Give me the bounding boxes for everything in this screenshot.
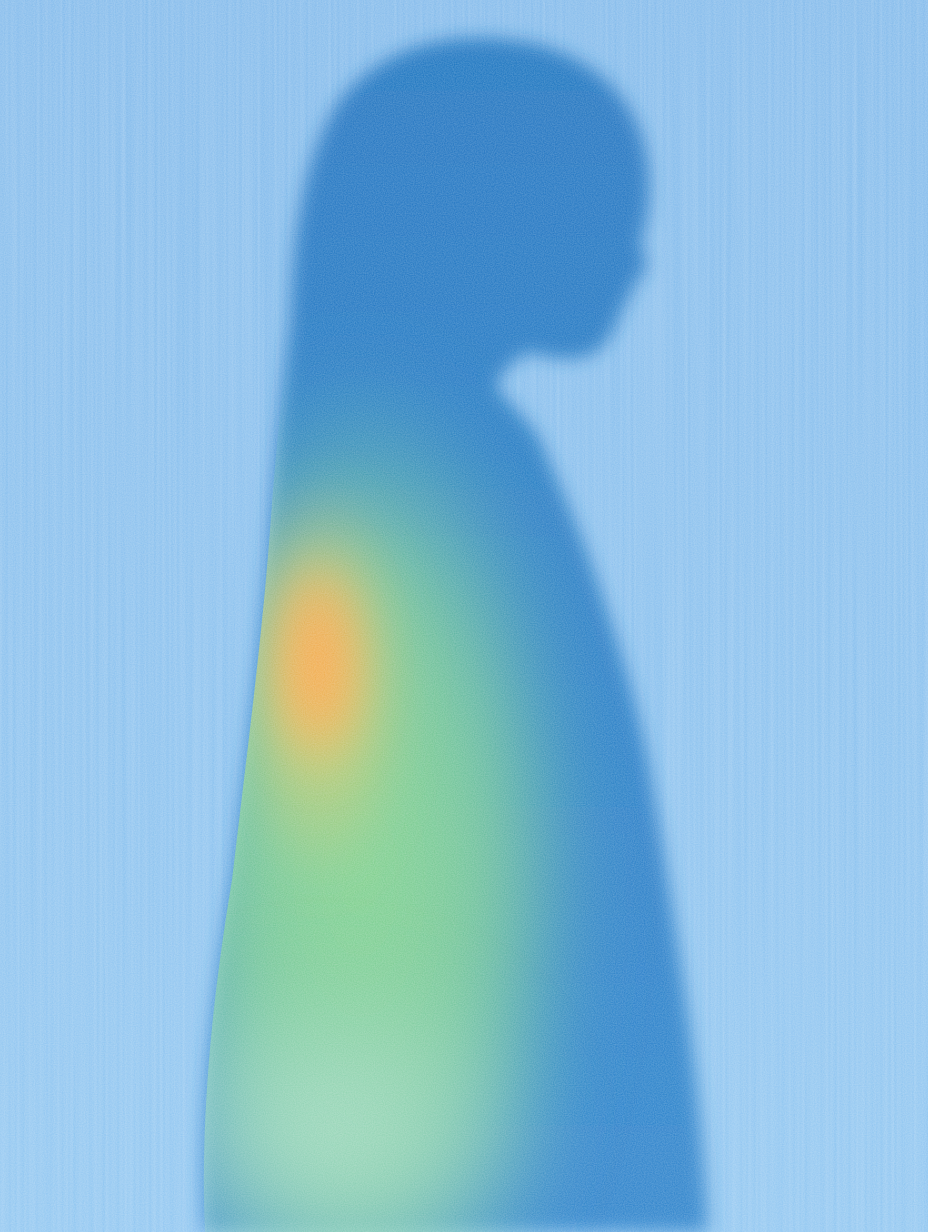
silhouette-artwork <box>0 0 928 1232</box>
film-grain-overlay <box>0 0 928 1232</box>
artwork-canvas <box>0 0 928 1232</box>
